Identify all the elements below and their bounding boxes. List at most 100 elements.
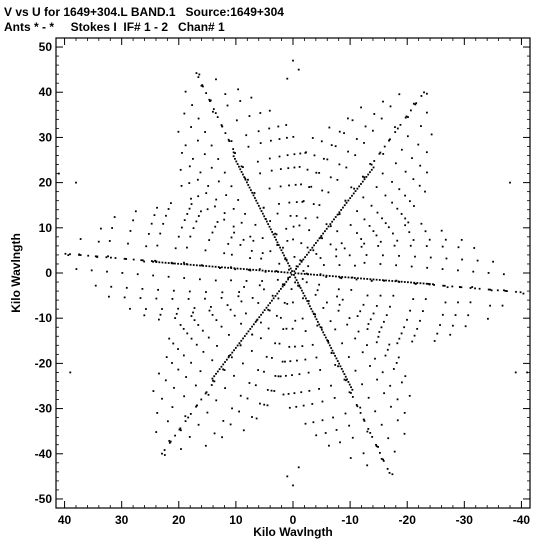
uv-point — [200, 210, 202, 213]
uv-point — [283, 284, 286, 286]
uv-point — [315, 356, 318, 359]
uv-point — [243, 286, 245, 288]
uv-point — [375, 234, 378, 237]
uv-point — [407, 281, 409, 284]
uv-point — [332, 352, 335, 355]
uv-point — [236, 344, 239, 347]
uv-point — [293, 255, 296, 258]
uv-point — [168, 440, 171, 442]
uv-point — [180, 448, 182, 450]
uv-point — [223, 369, 226, 371]
uv-point — [316, 289, 319, 292]
uv-point — [379, 263, 382, 265]
uv-point — [319, 273, 322, 276]
uv-point — [359, 406, 362, 409]
uv-point — [297, 272, 300, 275]
uv-point — [297, 281, 299, 284]
uv-point — [338, 303, 341, 306]
uv-point — [313, 244, 316, 247]
uv-point — [375, 186, 378, 188]
uv-point — [276, 278, 279, 281]
uv-point — [259, 112, 262, 114]
uv-point — [357, 330, 360, 333]
uv-point — [294, 272, 297, 275]
uv-point — [261, 237, 264, 239]
uv-point — [286, 302, 289, 305]
uv-point — [363, 277, 366, 280]
uv-point — [350, 392, 352, 394]
uv-point — [216, 345, 218, 347]
uv-point — [347, 199, 350, 202]
uv-point — [215, 399, 218, 402]
uv-point — [398, 254, 400, 257]
uv-point — [354, 154, 357, 157]
uv-point — [186, 332, 189, 335]
uv-point — [218, 368, 221, 371]
uv-point — [396, 127, 399, 130]
uv-point — [285, 280, 288, 283]
uv-point — [277, 375, 280, 378]
uv-point — [214, 265, 217, 268]
uv-point — [192, 227, 195, 230]
uv-point — [343, 204, 346, 207]
uv-point — [401, 381, 403, 384]
uv-point — [420, 222, 423, 225]
uv-point — [155, 260, 158, 263]
x-tick-label: 20 — [172, 513, 186, 527]
uv-point — [428, 283, 431, 286]
uv-point — [174, 247, 177, 250]
uv-point — [249, 189, 252, 192]
uv-point — [274, 375, 277, 377]
uv-point — [192, 311, 194, 314]
uv-point — [474, 287, 476, 290]
uv-point — [382, 458, 384, 461]
uv-point — [261, 212, 264, 215]
uv-point — [215, 319, 218, 321]
uv-point — [153, 214, 156, 216]
uv-point — [252, 194, 255, 197]
uv-point — [87, 254, 90, 257]
uv-point — [206, 208, 209, 211]
uv-point — [314, 293, 317, 296]
uv-point — [345, 201, 348, 204]
uv-point — [276, 212, 279, 215]
uv-point — [275, 233, 278, 236]
uv-point — [335, 357, 338, 360]
uv-point — [444, 238, 447, 241]
uv-point — [108, 295, 110, 298]
uv-point — [406, 135, 409, 138]
uv-point — [322, 331, 325, 334]
uv-point — [271, 357, 273, 359]
y-tick-label: 20 — [39, 176, 53, 190]
x-axis-title: Kilo Wavlngth — [253, 525, 333, 539]
uv-point — [388, 343, 391, 346]
uv-point — [302, 404, 305, 407]
uv-point — [372, 312, 375, 315]
uv-point — [183, 395, 186, 398]
uv-point — [271, 270, 273, 273]
uv-point — [94, 284, 97, 287]
uv-point — [388, 471, 391, 474]
uv-point — [260, 257, 263, 260]
uv-point — [331, 349, 334, 352]
uv-point — [343, 378, 346, 381]
uv-point — [433, 284, 435, 286]
uv-point — [265, 355, 268, 358]
uv-point — [182, 327, 185, 330]
uv-point — [229, 266, 232, 269]
uv-point — [230, 279, 232, 282]
uv-point — [316, 216, 319, 219]
uv-point — [326, 301, 328, 304]
uv-point — [257, 369, 259, 371]
uv-point — [369, 432, 372, 434]
uv-point — [230, 236, 233, 239]
uv-point — [330, 352, 333, 354]
uv-point — [383, 145, 386, 148]
uv-point — [286, 239, 289, 242]
uv-point — [306, 168, 309, 171]
uv-point — [391, 473, 394, 476]
uv-point — [250, 249, 253, 252]
uv-point — [300, 242, 303, 245]
uv-point — [188, 207, 191, 210]
uv-point — [429, 256, 432, 259]
